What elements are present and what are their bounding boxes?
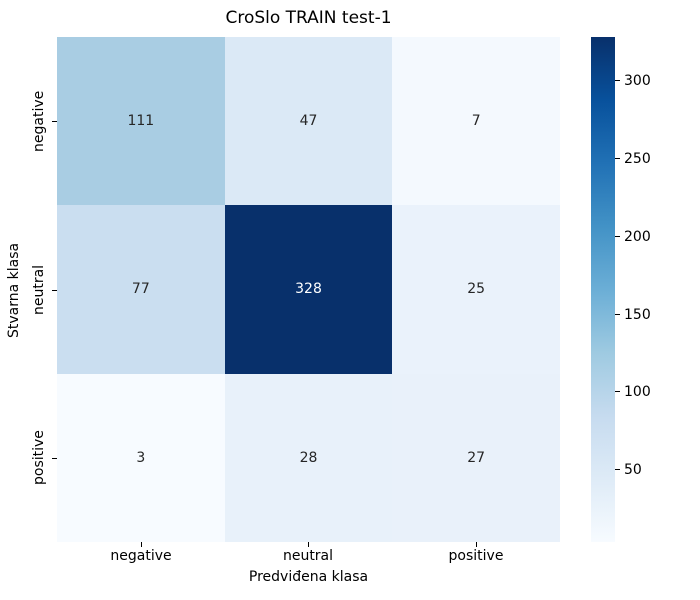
colorbar-tick-label: 300 xyxy=(624,73,651,89)
colorbar-tick-mark xyxy=(615,469,620,470)
heatmap: 111 47 7 77 328 25 3 28 27 xyxy=(57,37,560,542)
heatmap-cell-positive-negative: 3 xyxy=(57,373,225,542)
colorbar-tick-label: 100 xyxy=(624,384,651,400)
colorbar-tick-label: 150 xyxy=(624,307,651,323)
x-tick-label-negative: negative xyxy=(110,548,172,564)
heatmap-cell-neutral-negative: 77 xyxy=(57,205,225,374)
y-tick-label-positive: positive xyxy=(31,430,47,486)
heatmap-cell-negative-negative: 111 xyxy=(57,37,225,206)
heatmap-cell-positive-neutral: 28 xyxy=(224,373,393,542)
y-tick-mark xyxy=(52,458,57,459)
heatmap-cell-negative-positive: 7 xyxy=(392,37,560,206)
y-tick-label-negative: negative xyxy=(31,90,47,152)
heatmap-cell-neutral-neutral: 328 xyxy=(224,205,393,374)
colorbar-tick-mark xyxy=(615,314,620,315)
heatmap-cell-negative-neutral: 47 xyxy=(224,37,393,206)
colorbar-tick-label: 200 xyxy=(624,229,651,245)
x-tick-mark xyxy=(476,542,477,547)
x-tick-label-neutral: neutral xyxy=(282,548,334,564)
colorbar-tick-label: 50 xyxy=(624,462,642,478)
y-tick-mark xyxy=(52,290,57,291)
heatmap-cell-neutral-positive: 25 xyxy=(392,205,560,374)
chart-title: CroSlo TRAIN test-1 xyxy=(225,8,392,28)
colorbar-tick-mark xyxy=(615,236,620,237)
x-tick-mark xyxy=(141,542,142,547)
colorbar-tick-mark xyxy=(615,391,620,392)
x-tick-mark xyxy=(308,542,309,547)
y-tick-label-neutral: neutral xyxy=(31,264,47,316)
x-tick-label-positive: positive xyxy=(448,548,504,564)
y-tick-mark xyxy=(52,121,57,122)
colorbar-tick-mark xyxy=(615,158,620,159)
colorbar-tick-mark xyxy=(615,80,620,81)
heatmap-cell-positive-positive: 27 xyxy=(392,373,560,542)
colorbar xyxy=(591,37,615,542)
x-axis-label: Predviđena klasa xyxy=(248,569,369,585)
colorbar-tick-label: 250 xyxy=(624,151,651,167)
y-axis-label: Stvarna klasa xyxy=(6,242,22,338)
